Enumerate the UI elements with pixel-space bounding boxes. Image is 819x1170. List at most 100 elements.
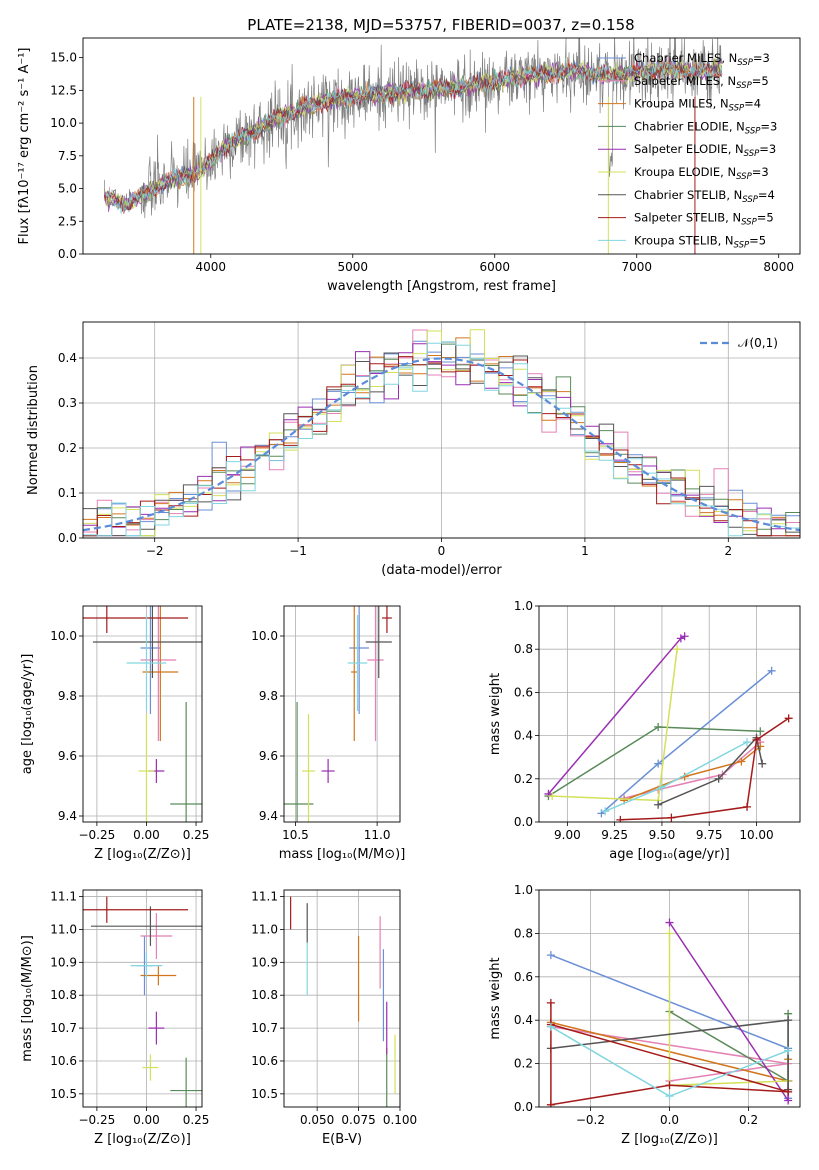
y-tick-label: 0.8 bbox=[514, 642, 533, 656]
y-tick-label: 12.5 bbox=[50, 83, 77, 97]
error-bar bbox=[170, 1057, 202, 1107]
axes-frame bbox=[82, 37, 801, 255]
x-tick-label: 1 bbox=[581, 544, 589, 558]
weight-series-line bbox=[547, 635, 685, 795]
axes-border bbox=[82, 889, 203, 1108]
legend-subscript: SSP bbox=[734, 240, 750, 250]
x-tick-label: 11.0 bbox=[364, 828, 391, 842]
x-tick-label: 0.0 bbox=[660, 1113, 679, 1127]
x-tick-label: 10.5 bbox=[282, 828, 309, 842]
weight-point-marker bbox=[752, 735, 761, 744]
tick-labels: 10.5 11.0 9.4 9.6 9.8 10.0 bbox=[251, 629, 390, 842]
y-tick-label: 0.0 bbox=[58, 531, 77, 545]
y-tick-label: 9.4 bbox=[259, 809, 278, 823]
y-tick-label: 0.4 bbox=[58, 351, 77, 365]
weight-point-marker bbox=[665, 1092, 674, 1101]
y-tick-label: 1.0 bbox=[514, 599, 533, 613]
legend-value: =5 bbox=[757, 211, 774, 225]
weight-series bbox=[544, 632, 689, 798]
weight-series-line bbox=[623, 745, 761, 802]
legend-entry-label: Kroupa MILES, NSSP=4 bbox=[634, 97, 761, 114]
error-bar bbox=[321, 759, 335, 783]
y-tick-label: 0.6 bbox=[514, 970, 533, 984]
model-spectrum-line bbox=[103, 57, 723, 212]
y-tick-label: 1.0 bbox=[514, 883, 533, 897]
y-tick-label: 10.8 bbox=[50, 988, 77, 1002]
axes-frame bbox=[82, 605, 203, 823]
legend-subscript: SSP bbox=[741, 218, 757, 228]
observed-spectrum-line bbox=[103, 38, 723, 219]
weight-point-marker bbox=[654, 800, 663, 809]
legend-subscript: SSP bbox=[736, 172, 752, 182]
y-tick-label: 10.8 bbox=[251, 988, 278, 1002]
y-tick-label: 11.1 bbox=[50, 890, 77, 904]
error-bar bbox=[138, 714, 155, 822]
grid-lines bbox=[83, 890, 202, 1107]
x-axis-label: Z [log₁₀(Z/Z⊙)] bbox=[621, 1132, 718, 1147]
plot-area bbox=[103, 38, 723, 254]
weight-point-marker bbox=[665, 918, 674, 927]
legend-entry-label: Salpeter STELIB, NSSP=5 bbox=[634, 211, 774, 228]
plot-area bbox=[83, 329, 800, 537]
weight-series bbox=[601, 738, 752, 816]
legend-entry-label: Salpeter ELODIE, NSSP=3 bbox=[634, 142, 776, 159]
y-tick-label: 0.2 bbox=[514, 772, 533, 786]
weight-series-line bbox=[548, 726, 761, 797]
tick-labels: 0.050 0.075 0.100 10.5 10.6 10.7 10.8 10.9 11.0 1… bbox=[251, 890, 417, 1127]
x-tick-label: 7000 bbox=[621, 260, 652, 274]
weight-point-marker bbox=[601, 807, 610, 816]
weight-point-marker bbox=[673, 645, 682, 654]
weight-series bbox=[546, 998, 793, 1107]
legend-value: =5 bbox=[752, 74, 769, 88]
tick-labels: 9.00 9.25 9.50 9.75 10.00 0.0 0.2 0.4 0.6 0.8 1.0 bbox=[514, 599, 774, 842]
age-vs-mass-panel: 10.5 11.0 9.4 9.6 9.8 10.0 mass [log₁₀(M/M⊙)] bbox=[251, 605, 405, 862]
weight-point-marker bbox=[665, 1081, 674, 1090]
legend-entry-label: Salpeter MILES, NSSP=5 bbox=[634, 74, 769, 91]
weight-point-marker bbox=[784, 1096, 793, 1105]
y-tick-label: 0.4 bbox=[514, 729, 533, 743]
x-tick-label: 5000 bbox=[337, 260, 368, 274]
weight-point-marker bbox=[784, 1046, 793, 1055]
x-tick-label: −0.25 bbox=[78, 828, 115, 842]
weight-point-marker bbox=[743, 738, 752, 747]
axes-border bbox=[283, 889, 401, 1108]
weight-series bbox=[654, 733, 767, 809]
x-tick-label: 2 bbox=[724, 544, 732, 558]
weight-series bbox=[616, 714, 793, 822]
legend-entry-label: Kroupa STELIB, NSSP=5 bbox=[634, 233, 766, 250]
legend-value: =5 bbox=[749, 233, 766, 247]
error-bar bbox=[382, 606, 392, 633]
weight-point-marker bbox=[758, 759, 767, 768]
weight-point-marker bbox=[784, 714, 793, 723]
y-tick-label: 9.6 bbox=[58, 749, 77, 763]
y-tick-label: 0.2 bbox=[58, 441, 77, 455]
error-bar bbox=[142, 606, 179, 741]
y-tick-label: 10.6 bbox=[50, 1054, 77, 1068]
y-tick-label: 11.0 bbox=[251, 922, 278, 936]
axes-border bbox=[283, 605, 401, 823]
weight-point-marker bbox=[714, 774, 723, 783]
x-axis-label: Z [log₁₀(Z/Z⊙)] bbox=[94, 1132, 191, 1147]
x-tick-label: 9.75 bbox=[696, 828, 723, 842]
legend-value: =3 bbox=[759, 142, 776, 156]
y-tick-label: 10.0 bbox=[50, 629, 77, 643]
axes-frame bbox=[538, 605, 801, 823]
legend-text: Chabrier STELIB, N bbox=[634, 188, 742, 202]
legend-value: =3 bbox=[752, 165, 769, 179]
weight-series bbox=[620, 742, 765, 805]
y-tick-label: 9.8 bbox=[259, 689, 278, 703]
grid-lines bbox=[284, 890, 401, 1107]
weight-vs-metallicity-panel: −0.2 0.0 0.2 0.0 0.2 0.4 0.6 0.8 1.0 Z [log₁₀(Z/Z… bbox=[488, 883, 801, 1147]
spectrum-panel: 4000 5000 6000 7000 8000 0.0 2.5 5.0 7.5 10.0 12.5… bbox=[17, 37, 801, 294]
plot-area bbox=[284, 606, 392, 822]
grid-lines bbox=[83, 606, 202, 822]
error-bar bbox=[347, 615, 368, 711]
legend-subscript: SSP bbox=[742, 195, 758, 205]
x-tick-label: 0.00 bbox=[133, 828, 160, 842]
grid-lines bbox=[284, 606, 400, 822]
legend-text: Salpeter MILES, N bbox=[634, 74, 736, 88]
weight-point-marker bbox=[546, 1100, 555, 1107]
plot-area bbox=[290, 896, 396, 1107]
axes-border bbox=[82, 605, 203, 823]
